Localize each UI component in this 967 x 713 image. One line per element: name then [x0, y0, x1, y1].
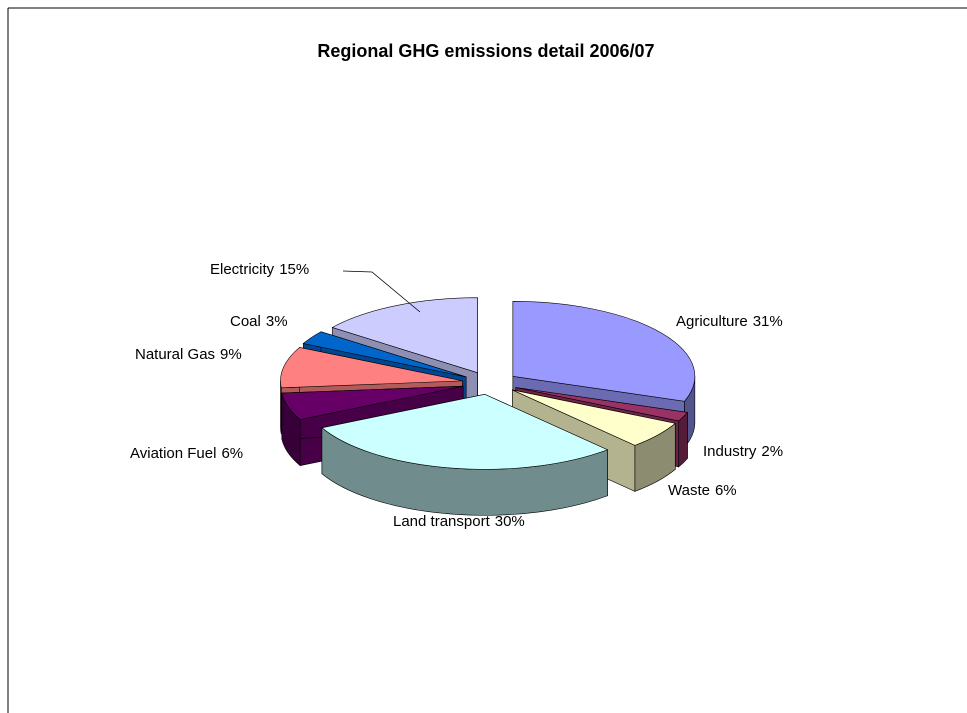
slice-wall	[280, 380, 282, 434]
slice-label-value: 6%	[715, 482, 737, 499]
slice-label-value: 31%	[753, 313, 783, 330]
slice-top	[281, 385, 464, 420]
slice-label-value: 30%	[495, 513, 525, 530]
slice-label-category: Land transport	[393, 513, 491, 530]
slice-top	[321, 394, 609, 470]
slice-top	[512, 301, 696, 402]
slice-label: Agriculture 31%	[676, 313, 783, 330]
slice-label-value: 15%	[279, 261, 309, 278]
slice-top	[512, 389, 676, 446]
chart-title: Regional GHG emissions detail 2006/07	[317, 41, 654, 61]
slice-label-value: 3%	[266, 313, 288, 330]
slice-label: Industry 2%	[703, 443, 783, 460]
slice-top	[331, 297, 478, 374]
slice-label-category: Electricity	[210, 261, 275, 278]
slice-label-category: Waste	[668, 482, 710, 499]
slice-label-category: Industry	[703, 443, 757, 460]
slice-label: Waste 6%	[668, 482, 737, 499]
slice-top	[302, 331, 467, 378]
slice-label-value: 6%	[221, 445, 243, 462]
slice-label: Land transport 30%	[393, 513, 525, 530]
slice-wall	[678, 411, 688, 468]
leader-line	[342, 270, 421, 313]
slice-top	[280, 347, 463, 389]
slice-label-value: 2%	[761, 443, 783, 460]
slice-label: Aviation Fuel 6%	[130, 445, 243, 462]
slice-label-category: Agriculture	[676, 313, 748, 330]
slice-label-category: Natural Gas	[135, 346, 215, 363]
slice-label-category: Coal	[230, 313, 261, 330]
slice-label-category: Aviation Fuel	[130, 445, 216, 462]
slice-label: Coal 3%	[230, 313, 288, 330]
slice-label-value: 9%	[220, 346, 242, 363]
slice-label: Electricity 15%	[210, 261, 309, 278]
slice-label: Natural Gas 9%	[135, 346, 242, 363]
slice-top	[515, 387, 689, 422]
slice	[321, 393, 609, 516]
